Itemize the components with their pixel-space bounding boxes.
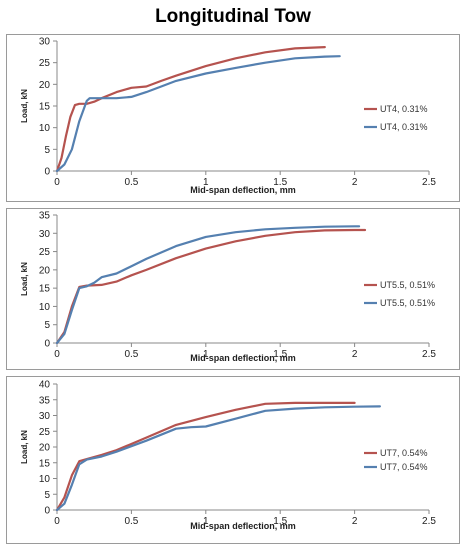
legend-label-2: UT5.5, 0.51% bbox=[380, 298, 435, 308]
x-tick-label: 2.5 bbox=[422, 516, 436, 527]
chart-panel-ut4: 0 5 10 15 20 25 30 0 0.5 1 1.5 2 2.5 Mid-span deflect… bbox=[6, 34, 460, 202]
x-tick-label: 2.5 bbox=[422, 349, 436, 360]
y-tick-label: 30 bbox=[39, 411, 51, 422]
y-tick-label: 10 bbox=[39, 302, 51, 313]
y-tick-label: 0 bbox=[44, 339, 50, 350]
x-tick-label: 2 bbox=[352, 177, 358, 188]
page-title: Longitudinal Tow bbox=[155, 6, 311, 27]
legend-label-2: UT4, 0.31% bbox=[380, 122, 428, 132]
legend-label-1: UT5.5, 0.51% bbox=[380, 280, 435, 290]
series-line-1 bbox=[55, 46, 326, 173]
x-axis-label: Mid-span deflection, mm bbox=[190, 353, 296, 363]
y-tick-label: 30 bbox=[39, 37, 51, 48]
chart-panel-ut7: 0 5 10 15 20 25 30 35 40 0 0.5 1 1.5 2 2.5 Mid-span def… bbox=[6, 376, 460, 544]
x-tick-label: 0 bbox=[54, 349, 60, 360]
series-line-2 bbox=[55, 55, 341, 173]
x-tick-label: 1.5 bbox=[273, 349, 287, 360]
x-tick-label: 0.5 bbox=[124, 349, 138, 360]
legend-label-1: UT4, 0.31% bbox=[380, 104, 428, 114]
y-tick-label: 15 bbox=[39, 102, 51, 113]
y-axis-label: Load, kN bbox=[20, 89, 29, 123]
y-axis-label: Load, kN bbox=[20, 430, 29, 464]
x-tick-label: 1 bbox=[203, 516, 209, 527]
y-tick-label: 25 bbox=[39, 247, 51, 258]
y-tick-label: 40 bbox=[39, 380, 51, 391]
chart-ut5-5: 0 5 10 15 20 25 30 35 0 0.5 1 1.5 2 2.5 Mid-span defle… bbox=[20, 211, 436, 364]
y-tick-label: 0 bbox=[44, 506, 50, 517]
chart-ut4: 0 5 10 15 20 25 30 0 0.5 1 1.5 2 2.5 Mid-span deflect… bbox=[20, 37, 436, 196]
y-tick-label: 5 bbox=[44, 145, 50, 156]
chart-panel-ut5-5: 0 5 10 15 20 25 30 35 0 0.5 1 1.5 2 2.5 Mid-span defle… bbox=[6, 208, 460, 370]
x-tick-label: 0 bbox=[54, 516, 60, 527]
x-axis-label: Mid-span deflection, mm bbox=[190, 521, 296, 531]
y-tick-label: 25 bbox=[39, 58, 51, 69]
y-axis-label: Load, kN bbox=[20, 262, 29, 296]
x-axis-label: Mid-span deflection, mm bbox=[190, 185, 296, 195]
x-tick-label: 0.5 bbox=[124, 177, 138, 188]
x-tick-label: 1 bbox=[203, 349, 209, 360]
y-tick-label: 25 bbox=[39, 427, 51, 438]
y-tick-label: 20 bbox=[39, 443, 51, 454]
y-tick-label: 15 bbox=[39, 458, 51, 469]
legend-label-1: UT7, 0.54% bbox=[380, 448, 428, 458]
y-tick-label: 15 bbox=[39, 284, 51, 295]
y-tick-label: 10 bbox=[39, 123, 51, 134]
x-tick-label: 2.5 bbox=[422, 177, 436, 188]
x-tick-label: 0 bbox=[54, 177, 60, 188]
x-tick-label: 1.5 bbox=[273, 516, 287, 527]
series-line-2 bbox=[55, 225, 361, 345]
y-tick-label: 0 bbox=[44, 167, 50, 178]
legend-label-2: UT7, 0.54% bbox=[380, 462, 428, 472]
y-tick-label: 35 bbox=[39, 211, 51, 222]
x-tick-label: 1 bbox=[203, 177, 209, 188]
x-tick-label: 2 bbox=[352, 349, 358, 360]
y-tick-label: 5 bbox=[44, 320, 50, 331]
y-tick-label: 35 bbox=[39, 395, 51, 406]
x-tick-label: 1.5 bbox=[273, 177, 287, 188]
x-tick-label: 2 bbox=[352, 516, 358, 527]
series-line-1 bbox=[55, 228, 367, 345]
y-tick-label: 5 bbox=[44, 490, 50, 501]
y-tick-label: 10 bbox=[39, 474, 51, 485]
y-tick-label: 20 bbox=[39, 80, 51, 91]
series-line-1 bbox=[55, 401, 356, 512]
y-tick-label: 30 bbox=[39, 229, 51, 240]
x-tick-label: 0.5 bbox=[124, 516, 138, 527]
series-line-2 bbox=[55, 405, 381, 512]
y-tick-label: 20 bbox=[39, 265, 51, 276]
chart-ut7: 0 5 10 15 20 25 30 35 40 0 0.5 1 1.5 2 2.5 Mid-span def… bbox=[20, 380, 436, 532]
